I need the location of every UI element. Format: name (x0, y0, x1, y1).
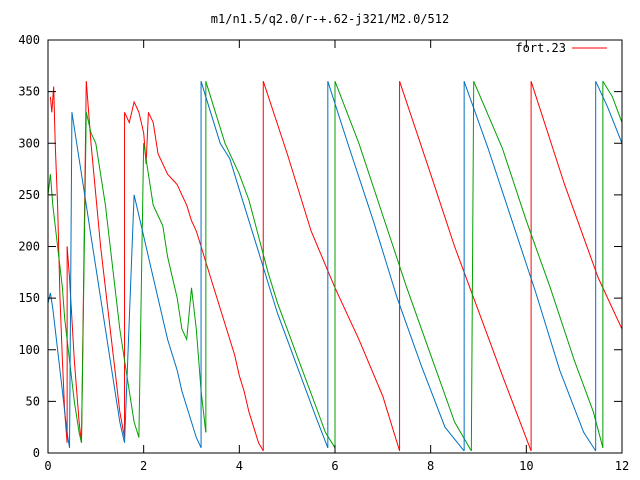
x-tick-label: 12 (615, 459, 629, 473)
series-1-wrap-line (138, 143, 145, 438)
plot-frame (47, 39, 623, 454)
y-tick-label: 150 (18, 291, 40, 305)
series-0-segment (530, 81, 623, 330)
series-1-segment (473, 81, 604, 448)
y-tick-label: 400 (18, 33, 40, 47)
chart-title: m1/n1.5/q2.0/r-+.62-j321/M2.0/512 (211, 12, 449, 26)
series-1-segment (205, 81, 336, 449)
series-1-segment (602, 81, 623, 123)
series-2-segment (595, 81, 623, 144)
series-1-segment (47, 174, 82, 443)
series-1-wrap-line (470, 81, 475, 451)
series-2-segment (71, 112, 125, 443)
legend-label: fort.23 (515, 41, 566, 55)
plot-lines (47, 81, 623, 452)
x-tick-label: 6 (331, 459, 338, 473)
x-tick-label: 0 (44, 459, 51, 473)
y-tick-label: 300 (18, 136, 40, 150)
y-tick-label: 100 (18, 343, 40, 357)
series-2-wrap-line (69, 112, 73, 448)
axis-ticks: 0 50 100 150 200 250 300 350 400 0 2 4 6 8 10 12 (18, 33, 629, 473)
series-0-segment (85, 81, 125, 438)
series-0-segment (124, 100, 264, 452)
x-tick-label: 10 (519, 459, 533, 473)
y-tick-label: 350 (18, 85, 40, 99)
series-0-segment (49, 86, 68, 443)
series-2-segment (327, 81, 465, 452)
y-tick-label: 50 (26, 394, 40, 408)
series-2-segment (47, 292, 70, 448)
series-1-segment (334, 81, 472, 452)
y-tick-label: 250 (18, 188, 40, 202)
x-tick-label: 8 (427, 459, 434, 473)
series-2-segment (133, 194, 202, 449)
series-1-wrap-line (80, 112, 87, 443)
series-0-segment (66, 246, 82, 443)
series-1-segment (143, 143, 207, 433)
series-2-wrap-line (124, 194, 135, 443)
series-1-segment (85, 112, 140, 438)
series-2-segment (200, 81, 329, 448)
series-2-segment (463, 81, 597, 452)
x-tick-label: 4 (236, 459, 243, 473)
y-tick-label: 0 (33, 446, 40, 460)
x-tick-label: 2 (140, 459, 147, 473)
legend: fort.23 (515, 41, 607, 55)
y-tick-label: 200 (18, 240, 40, 254)
